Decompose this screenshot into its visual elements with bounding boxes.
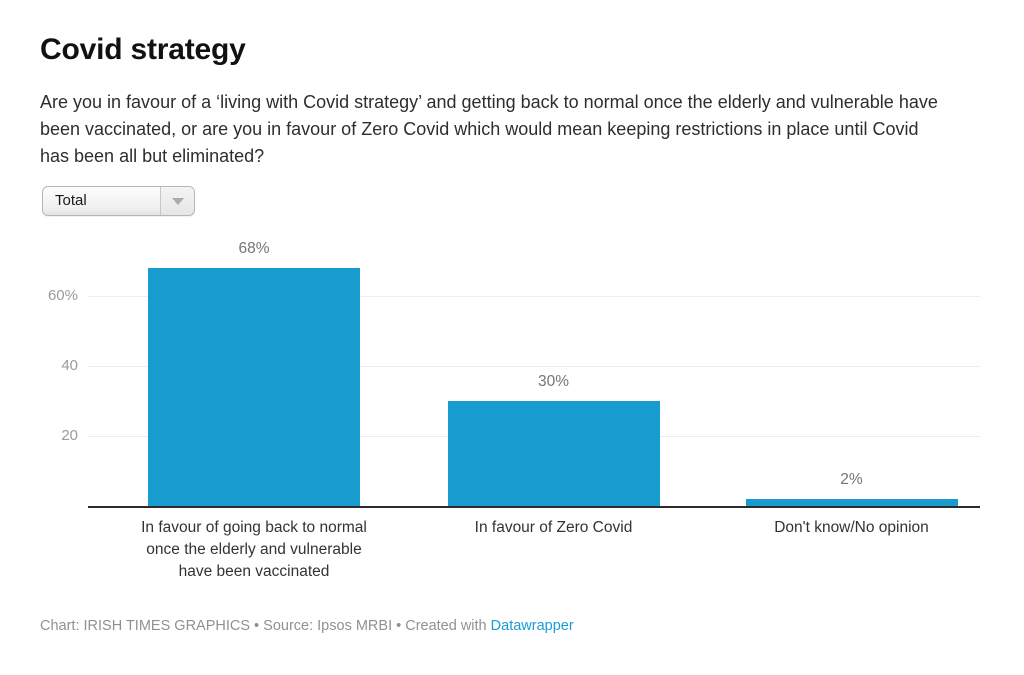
x-axis-line <box>88 506 980 508</box>
bar-3 <box>745 499 958 506</box>
x-axis-category-label: In favour of going back to normal once th… <box>141 519 367 580</box>
y-axis-tick-label: 60% <box>47 287 78 304</box>
breakdown-select[interactable]: Total <box>42 186 195 216</box>
y-axis-tick-label: 20 <box>61 427 78 444</box>
bar-1 <box>148 268 360 506</box>
x-axis-category-label: Don't know/No opinion <box>774 519 929 536</box>
chevron-down-icon <box>171 197 184 205</box>
bar-2 <box>447 401 660 506</box>
bar-value-label: 2% <box>840 471 863 488</box>
gridline-60 <box>88 296 980 297</box>
bar-value-label: 68% <box>238 240 270 257</box>
y-axis-tick-label: 40 <box>61 357 78 374</box>
dropdown-arrow-button[interactable] <box>160 187 194 215</box>
breakdown-select-value: Total <box>55 192 87 209</box>
datawrapper-link[interactable]: Datawrapper <box>490 618 574 634</box>
gridline-40 <box>88 366 980 367</box>
attribution: Chart: IRISH TIMES GRAPHICS • Source: Ip… <box>40 617 574 636</box>
x-axis-category-label: In favour of Zero Covid <box>474 519 633 536</box>
chart-description: Are you in favour of a ‘living with Covi… <box>40 92 938 166</box>
chart-title: Covid strategy <box>40 33 246 66</box>
attribution-text: Chart: IRISH TIMES GRAPHICS • Source: Ip… <box>40 618 491 634</box>
bar-value-label: 30% <box>537 373 570 390</box>
